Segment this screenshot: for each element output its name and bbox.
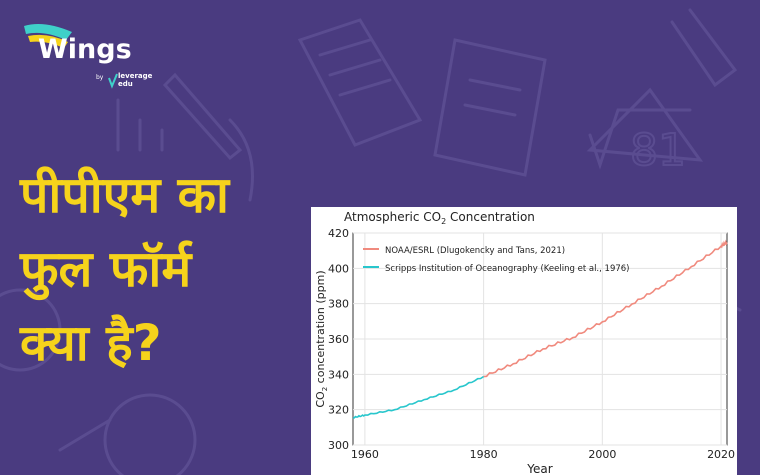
series-lines bbox=[352, 239, 728, 419]
y-tick-label: 340 bbox=[328, 368, 349, 381]
co2-chart: Atmospheric CO2 Concentration 1960 1980 20… bbox=[314, 210, 735, 475]
y-tick-label: 320 bbox=[328, 404, 349, 417]
headline-line3: क्या है? bbox=[20, 314, 162, 372]
series-line-noaa bbox=[483, 239, 728, 378]
y-tick-label: 420 bbox=[328, 227, 349, 240]
leverage-check-icon bbox=[108, 73, 118, 89]
series-line-scripps bbox=[352, 375, 485, 419]
axis-ticks: 1960 1980 2000 2020 300 320 340 360 380 400 420 bbox=[328, 227, 735, 461]
co2-chart-card: Atmospheric CO2 Concentration 1960 1980 20… bbox=[311, 207, 737, 475]
y-tick-label: 400 bbox=[328, 262, 349, 275]
wings-logo bbox=[22, 20, 182, 100]
wings-logo-swoosh-icon bbox=[24, 24, 72, 48]
legend-entry: Scripps Institution of Oceanography (Kee… bbox=[385, 264, 630, 274]
brand-by: by bbox=[96, 74, 104, 81]
grid bbox=[353, 232, 727, 446]
chart-title: Atmospheric CO2 Concentration bbox=[344, 210, 535, 226]
partner-line1: leverage bbox=[118, 72, 153, 80]
partner-logo-text: leverage edu bbox=[118, 72, 152, 88]
legend-entry: NOAA/ESRL (Dlugokencky and Tans, 2021) bbox=[385, 246, 565, 256]
headline-line1: पीपीएम का bbox=[20, 166, 230, 224]
y-tick-label: 360 bbox=[328, 333, 349, 346]
headline: पीपीएम का फुल फॉर्म क्या है? bbox=[20, 158, 320, 380]
legend: NOAA/ESRL (Dlugokencky and Tans, 2021) Sc… bbox=[363, 246, 630, 274]
partner-line2: edu bbox=[118, 80, 133, 88]
x-tick-label: 2000 bbox=[588, 448, 616, 461]
x-tick-label: 1960 bbox=[351, 448, 379, 461]
brand-name: Wings bbox=[38, 34, 132, 65]
headline-line2: फुल फॉर्म bbox=[20, 240, 192, 298]
y-axis-label: CO2 concentration (ppm) bbox=[314, 270, 329, 407]
x-axis-label: Year bbox=[526, 462, 552, 475]
x-tick-label: 1980 bbox=[470, 448, 498, 461]
svg-text:81: 81 bbox=[630, 125, 686, 176]
y-tick-label: 380 bbox=[328, 298, 349, 311]
x-tick-label: 2020 bbox=[707, 448, 735, 461]
y-tick-label: 300 bbox=[328, 439, 349, 452]
